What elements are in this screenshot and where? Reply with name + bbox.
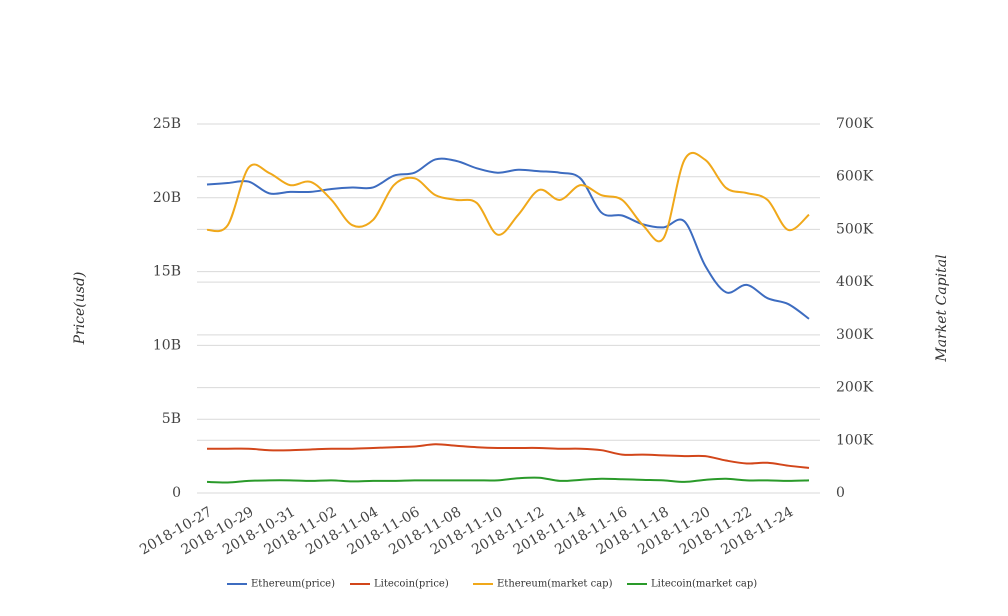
legend-label: Litecoin(price) xyxy=(374,579,449,590)
y2-axis-title: Market Capital xyxy=(934,254,950,362)
y2-tick-label: 300K xyxy=(836,327,874,343)
y-tick-label: 0 xyxy=(172,485,181,501)
y-tick-label: 10B xyxy=(153,337,181,353)
y-axis-title: Price(usd) xyxy=(72,272,88,346)
legend-label: Ethereum(price) xyxy=(251,579,335,590)
y-tick-label: 20B xyxy=(153,190,181,206)
y2-tick-label: 500K xyxy=(836,221,874,237)
y2-tick-label: 0 xyxy=(836,485,845,501)
y-tick-label: 15B xyxy=(153,264,181,280)
y2-tick-label: 200K xyxy=(836,380,874,396)
y-tick-label: 25B xyxy=(153,116,181,132)
legend-label: Ethereum(market cap) xyxy=(497,579,613,590)
y2-tick-label: 400K xyxy=(836,274,874,290)
y2-tick-label: 100K xyxy=(836,432,874,448)
y-tick-label: 5B xyxy=(162,411,181,427)
series-line xyxy=(206,157,810,320)
y2-tick-label: 700K xyxy=(836,116,874,132)
series-line xyxy=(206,151,810,243)
legend-label: Litecoin(market cap) xyxy=(651,579,757,590)
series-line xyxy=(206,476,810,484)
y2-tick-label: 600K xyxy=(836,169,874,185)
series-line xyxy=(207,443,810,469)
